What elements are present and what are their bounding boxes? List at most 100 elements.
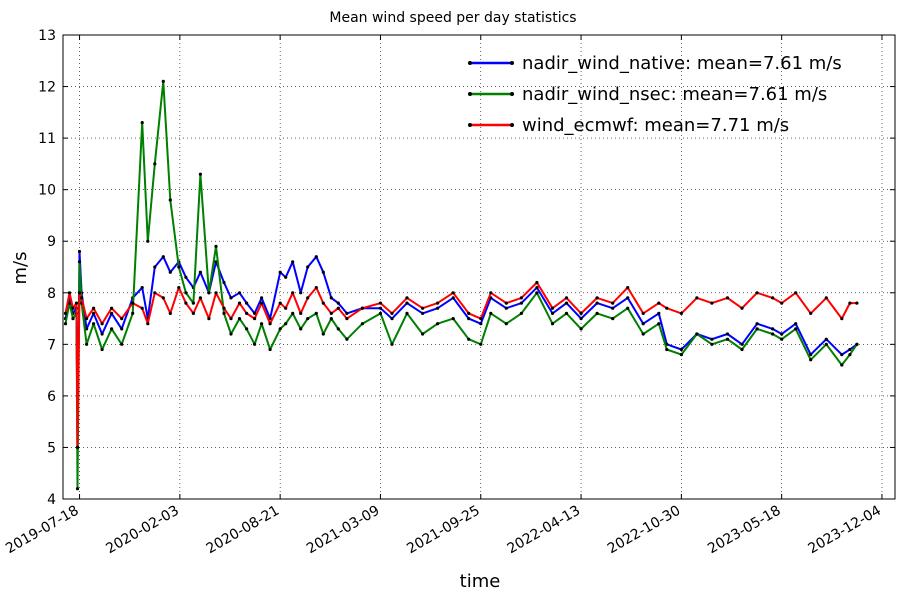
series-2-point — [146, 322, 150, 326]
series-0-point — [740, 342, 744, 346]
series-1-point — [321, 332, 325, 336]
series-2-point — [451, 291, 455, 295]
series-0-point — [284, 275, 288, 279]
series-1-point — [85, 342, 89, 346]
series-1-point — [146, 239, 150, 243]
series-1-point — [92, 322, 96, 326]
series-2-point — [177, 286, 181, 290]
y-tick-label: 5 — [47, 440, 56, 456]
series-0-point — [436, 306, 440, 310]
series-0-point — [755, 322, 759, 326]
series-2-point — [780, 301, 784, 305]
series-2-point — [504, 301, 508, 305]
series-0-point — [710, 337, 714, 341]
series-1-point — [535, 291, 539, 295]
y-tick-label: 4 — [47, 492, 56, 508]
series-2-point — [321, 301, 325, 305]
series-1-point — [77, 260, 82, 264]
series-1-point — [284, 322, 288, 326]
series-0-point — [245, 301, 249, 305]
series-0-point — [504, 306, 508, 310]
series-1-point — [253, 342, 257, 346]
series-0-point — [809, 353, 813, 357]
series-1-point — [848, 353, 852, 357]
series-2-point — [421, 306, 425, 310]
series-0-point — [153, 265, 157, 269]
series-0-point — [794, 322, 798, 326]
legend-marker — [468, 61, 472, 65]
y-axis-ticks: 4 5 6 7 8 9 10 11 12 13 — [38, 28, 895, 508]
series-2-point — [131, 301, 135, 305]
series-2-point — [284, 306, 288, 310]
series-1-point — [794, 327, 798, 331]
series-1-point — [519, 311, 524, 315]
series-2-point — [110, 306, 114, 310]
series-1-point — [222, 311, 226, 315]
series-2-point — [595, 296, 599, 300]
series-1-point — [695, 332, 699, 336]
series-2-point — [237, 301, 242, 305]
chart-title: Mean wind speed per day statistics — [329, 10, 576, 26]
series-1-point — [131, 311, 135, 315]
series-0-point — [168, 270, 172, 274]
series-2-point — [207, 317, 211, 321]
series-2-point — [794, 291, 798, 295]
series-1-point — [611, 317, 615, 321]
series-0-point — [329, 296, 333, 300]
legend-marker — [510, 123, 514, 127]
series-2-point — [291, 291, 295, 295]
series-0-point — [824, 337, 828, 341]
series-0-point — [780, 332, 784, 336]
series-0-point — [564, 301, 569, 305]
series-1-point — [479, 342, 483, 346]
series-1-point — [177, 265, 181, 269]
series-0-point — [306, 265, 310, 269]
series-1-point — [184, 291, 188, 295]
series-2-point — [848, 301, 852, 305]
series-0-point — [77, 249, 82, 254]
legend-marker — [468, 123, 472, 127]
series-2-point — [85, 317, 89, 321]
series-2-point — [611, 301, 615, 305]
series-2-point — [740, 306, 744, 310]
series-2-point — [168, 311, 172, 315]
series-1-point — [110, 327, 114, 331]
series-1-point — [665, 347, 669, 352]
series-0-point — [229, 296, 233, 300]
series-0-point — [161, 255, 165, 259]
series-2-point — [405, 296, 409, 300]
series-2-point — [641, 311, 645, 315]
series-0-point — [479, 322, 483, 326]
series-0-point — [550, 311, 555, 315]
x-axis-label: time — [460, 571, 501, 592]
series-2-point — [436, 301, 440, 305]
y-tick-label: 7 — [47, 337, 56, 353]
series-1-point — [421, 332, 425, 336]
series-2-point — [63, 311, 68, 315]
series-2-point — [120, 317, 124, 321]
series-1-point — [504, 322, 508, 326]
series-1-point — [595, 311, 599, 315]
legend-label-0: nadir_wind_native: mean=7.61 m/s — [522, 53, 842, 74]
series-0-point — [626, 296, 630, 300]
series-2-point — [840, 317, 844, 321]
series-0-point — [299, 291, 303, 295]
series-2-point — [299, 311, 303, 315]
series-2-point — [80, 296, 84, 300]
legend-marker — [510, 61, 514, 65]
legend-marker — [510, 92, 514, 96]
series-0-point — [378, 306, 383, 310]
series-1-point — [840, 363, 844, 367]
series-0-point — [595, 301, 599, 305]
series-0-point — [657, 311, 661, 315]
series-2-point — [710, 301, 714, 305]
series-1-point — [75, 487, 80, 491]
series-1-point — [153, 162, 157, 166]
series-0-point — [421, 311, 425, 315]
series-0-point — [771, 327, 775, 331]
series-0-point — [120, 327, 124, 331]
series-1-point — [229, 332, 233, 336]
series-2-point — [198, 296, 202, 300]
series-2-point — [809, 311, 813, 315]
series-1-point — [198, 172, 202, 176]
